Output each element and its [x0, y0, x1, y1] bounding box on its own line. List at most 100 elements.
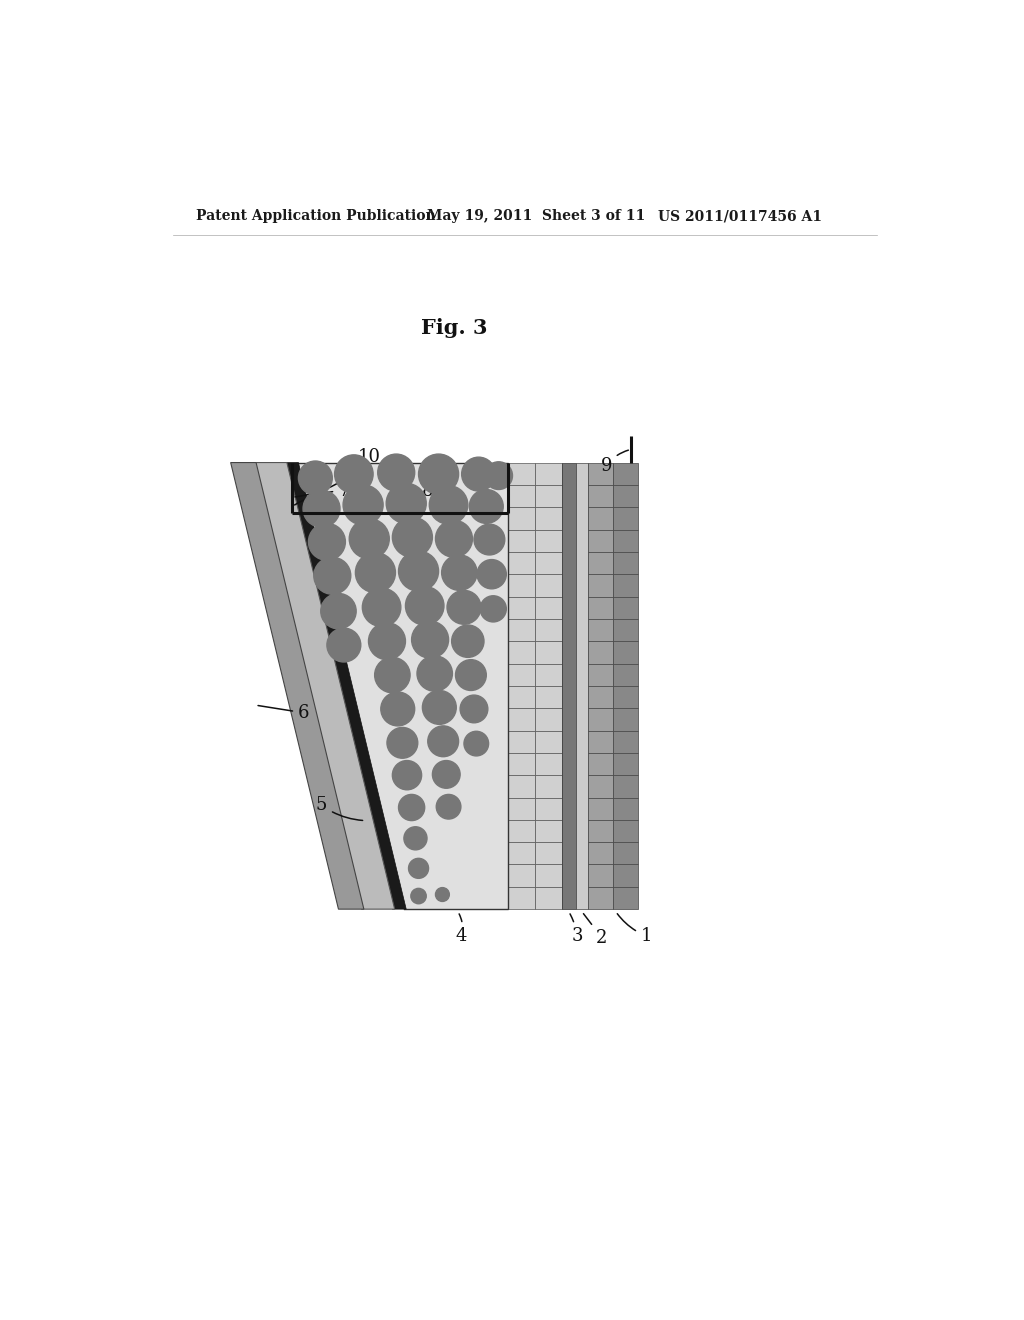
Text: Patent Application Publication: Patent Application Publication [196, 209, 435, 223]
Circle shape [441, 554, 477, 590]
Circle shape [369, 623, 406, 660]
Bar [535, 686, 562, 708]
Bar [613, 462, 638, 484]
Circle shape [432, 760, 460, 788]
Bar [588, 730, 613, 752]
Circle shape [303, 490, 340, 527]
Circle shape [381, 692, 415, 726]
Text: 1: 1 [617, 913, 652, 945]
Text: 4: 4 [456, 913, 467, 945]
Bar [588, 887, 613, 909]
Bar [613, 507, 638, 529]
Text: 6: 6 [258, 704, 309, 722]
Bar [613, 484, 638, 507]
Circle shape [392, 517, 432, 557]
Bar [613, 597, 638, 619]
Bar [508, 842, 535, 865]
Bar [588, 797, 613, 820]
Circle shape [480, 595, 506, 622]
Bar [535, 842, 562, 865]
Bar [588, 574, 613, 597]
Text: 7: 7 [295, 482, 349, 506]
Bar [508, 887, 535, 909]
Circle shape [335, 455, 373, 494]
Circle shape [362, 589, 400, 627]
Circle shape [474, 524, 505, 554]
Bar [535, 619, 562, 642]
Bar [588, 820, 613, 842]
Bar [588, 686, 613, 708]
Bar [535, 664, 562, 686]
Bar [588, 752, 613, 775]
Bar [535, 529, 562, 552]
Circle shape [436, 795, 461, 818]
Bar [588, 507, 613, 529]
Bar [535, 887, 562, 909]
Text: 5: 5 [315, 796, 362, 821]
Bar [535, 484, 562, 507]
Circle shape [398, 795, 425, 821]
Bar [508, 552, 535, 574]
Circle shape [464, 731, 488, 756]
Bar [508, 730, 535, 752]
Bar [508, 529, 535, 552]
Bar [613, 730, 638, 752]
Bar [535, 552, 562, 574]
Bar [508, 642, 535, 664]
Circle shape [378, 454, 415, 491]
Polygon shape [254, 462, 394, 909]
Bar [613, 552, 638, 574]
Circle shape [412, 622, 449, 659]
Circle shape [417, 656, 453, 692]
Bar [588, 462, 613, 484]
Bar [535, 775, 562, 797]
Circle shape [484, 462, 512, 490]
Bar [535, 708, 562, 730]
Bar [613, 842, 638, 865]
Bar [613, 865, 638, 887]
Circle shape [375, 657, 410, 693]
Bar [588, 664, 613, 686]
Circle shape [422, 690, 457, 725]
Circle shape [460, 696, 487, 723]
Bar [613, 529, 638, 552]
Polygon shape [285, 462, 407, 909]
Circle shape [308, 524, 345, 561]
Circle shape [447, 590, 481, 624]
Bar [508, 574, 535, 597]
Bar [508, 664, 535, 686]
Circle shape [419, 454, 459, 494]
Bar [613, 797, 638, 820]
Bar [508, 775, 535, 797]
Circle shape [387, 727, 418, 758]
Circle shape [392, 760, 422, 789]
Text: US 2011/0117456 A1: US 2011/0117456 A1 [658, 209, 822, 223]
Bar [613, 619, 638, 642]
Circle shape [403, 826, 427, 850]
Bar [613, 887, 638, 909]
Bar [535, 797, 562, 820]
Bar [508, 797, 535, 820]
Bar [508, 619, 535, 642]
Polygon shape [296, 462, 508, 909]
Bar [562, 462, 575, 909]
Circle shape [321, 594, 356, 628]
Bar [535, 507, 562, 529]
Circle shape [435, 520, 472, 557]
Circle shape [428, 726, 459, 756]
Bar [613, 775, 638, 797]
Bar [535, 597, 562, 619]
Bar [613, 752, 638, 775]
Bar [588, 619, 613, 642]
Bar [588, 642, 613, 664]
Bar [535, 820, 562, 842]
Bar [508, 708, 535, 730]
Text: 9: 9 [601, 450, 629, 475]
Bar [613, 664, 638, 686]
Bar [588, 708, 613, 730]
Circle shape [398, 552, 438, 591]
Bar [613, 574, 638, 597]
Circle shape [386, 483, 426, 524]
Circle shape [327, 628, 360, 663]
Circle shape [406, 586, 444, 626]
